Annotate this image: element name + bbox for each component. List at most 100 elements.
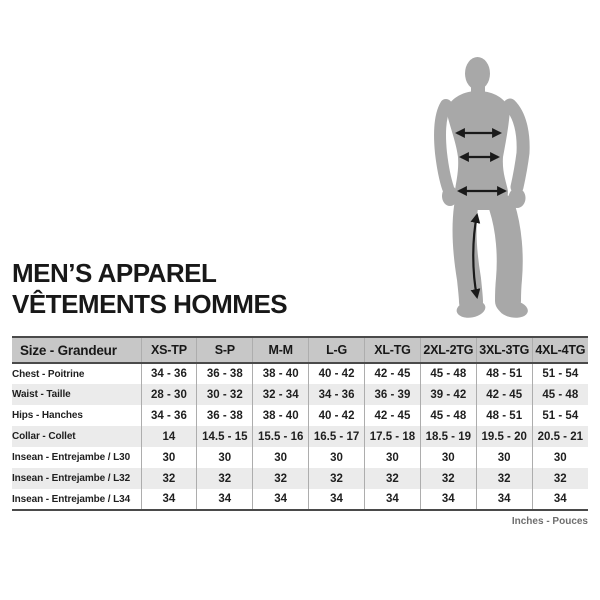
man-silhouette-figure	[430, 57, 532, 319]
table-row: Insean - Entrejambe / L34 34 34 34 34 34 34 34 3…	[12, 489, 588, 510]
size-cell: 38 - 40	[252, 405, 309, 426]
size-cell: 45 - 48	[419, 405, 477, 426]
size-cell: 32	[196, 468, 253, 489]
size-cell: 14	[140, 426, 197, 447]
size-cell: 34 - 36	[140, 405, 197, 426]
size-cell: 18.5 - 19	[419, 426, 477, 447]
table-row: Hips - Hanches 34 - 36 36 - 38 38 - 40 40 - …	[12, 405, 588, 426]
size-cell: 51 - 54	[531, 363, 588, 384]
units-note: Inches - Pouces	[511, 516, 588, 527]
row-label: Insean - Entrejambe / L32	[12, 473, 131, 484]
row-label: Hips - Hanches	[12, 410, 83, 421]
size-cell: 40 - 42	[308, 363, 365, 384]
size-cell: 34	[252, 489, 309, 510]
size-cell: 42 - 45	[475, 384, 533, 405]
size-cell: 32	[364, 468, 421, 489]
size-column-header: XS-TP	[140, 337, 197, 364]
size-cell: 17.5 - 18	[364, 426, 421, 447]
size-cell: 36 - 39	[364, 384, 421, 405]
right-leg-shape	[489, 194, 523, 314]
size-cell: 39 - 42	[419, 384, 477, 405]
size-cell: 48 - 51	[475, 363, 533, 384]
left-arm-shape	[434, 99, 454, 194]
inseam-measure-arrow	[470, 213, 481, 299]
row-label: Insean - Entrejambe / L34	[12, 493, 131, 505]
size-cell: 30	[140, 447, 197, 468]
body-silhouette	[434, 57, 530, 318]
size-cell: 34	[140, 489, 197, 510]
size-table: Size - Grandeur XS-TP S-P M-M L-G XL-TG …	[12, 336, 588, 511]
size-cell: 30 - 32	[196, 384, 253, 405]
head-shape	[465, 57, 490, 90]
size-cell: 28 - 30	[140, 384, 197, 405]
size-cell: 30	[364, 447, 421, 468]
left-leg-shape	[452, 195, 483, 314]
size-cell: 30	[252, 447, 309, 468]
table-row: Insean - Entrejambe / L32 32 32 32 32 32 32 32 3…	[12, 468, 588, 489]
table-row: Chest - Poitrine 34 - 36 36 - 38 38 - 40 40 …	[12, 363, 588, 384]
page-title-fr: VÊTEMENTS HOMMES	[12, 289, 288, 319]
size-table-body: Chest - Poitrine 34 - 36 36 - 38 38 - 40 40 …	[12, 363, 588, 510]
size-cell: 45 - 48	[531, 384, 588, 405]
right-arm-shape	[503, 98, 530, 194]
row-label: Waist - Taille	[12, 389, 71, 400]
size-cell: 42 - 45	[364, 363, 421, 384]
size-cell: 20.5 - 21	[531, 426, 588, 447]
size-cell: 32	[252, 468, 309, 489]
measurement-arrows	[455, 128, 507, 299]
man-silhouette-svg	[434, 57, 530, 318]
row-label: Insean - Entrejambe / L30	[12, 452, 131, 463]
row-label: Collar - Collet	[12, 431, 76, 442]
size-column-header: S-P	[196, 337, 253, 364]
size-cell: 34	[364, 489, 421, 510]
size-cell: 34 - 36	[140, 363, 197, 384]
size-cell: 51 - 54	[531, 405, 588, 426]
size-column-header: 4XL-4TG	[531, 337, 588, 364]
size-cell: 32	[308, 468, 365, 489]
size-cell: 42 - 45	[364, 405, 421, 426]
size-cell: 34 - 36	[308, 384, 365, 405]
size-column-header: XL-TG	[364, 337, 421, 364]
size-cell: 16.5 - 17	[308, 426, 365, 447]
size-cell: 45 - 48	[419, 363, 477, 384]
size-cell: 34	[196, 489, 253, 510]
size-cell: 34	[531, 489, 588, 510]
size-cell: 30	[308, 447, 365, 468]
table-row: Waist - Taille 28 - 30 30 - 32 32 - 34 34 - …	[12, 384, 588, 405]
size-cell: 14.5 - 15	[196, 426, 253, 447]
right-foot-shape	[498, 300, 528, 318]
size-cell: 30	[419, 447, 477, 468]
left-foot-shape	[456, 300, 486, 318]
size-cell: 34	[419, 489, 477, 510]
size-cell: 32	[419, 468, 477, 489]
page-title-en: MEN’S APPAREL	[12, 258, 217, 288]
row-label: Chest - Poitrine	[12, 368, 85, 380]
size-cell: 19.5 - 20	[475, 426, 533, 447]
size-cell: 30	[531, 447, 588, 468]
torso-shape	[446, 91, 510, 210]
size-column-header: 3XL-3TG	[475, 337, 533, 364]
size-cell: 34	[475, 489, 533, 510]
size-cell: 30	[475, 447, 533, 468]
size-cell: 34	[308, 489, 365, 510]
page-title: MEN’S APPAREL VÊTEMENTS HOMMES	[12, 258, 288, 320]
size-cell: 32 - 34	[252, 384, 309, 405]
table-row: Insean - Entrejambe / L30 30 30 30 30 30 30 30 3…	[12, 447, 588, 468]
size-column-header: M-M	[252, 337, 309, 364]
size-cell: 30	[196, 447, 253, 468]
header-row: Size - Grandeur XS-TP S-P M-M L-G XL-TG …	[12, 337, 588, 364]
left-hand-shape	[442, 186, 458, 206]
size-cell: 40 - 42	[308, 405, 365, 426]
size-cell: 32	[140, 468, 197, 489]
table-row: Collar - Collet 14 14.5 - 15 15.5 - 16 16.5 …	[12, 426, 588, 447]
size-table-header: Size - Grandeur XS-TP S-P M-M L-G XL-TG …	[12, 337, 588, 364]
size-cell: 32	[475, 468, 533, 489]
size-cell: 36 - 38	[196, 363, 253, 384]
size-column-header: Size - Grandeur	[12, 337, 141, 364]
size-cell: 36 - 38	[196, 405, 253, 426]
size-cell: 38 - 40	[252, 363, 309, 384]
size-cell: 32	[531, 468, 588, 489]
size-cell: 48 - 51	[475, 405, 533, 426]
size-cell: 15.5 - 16	[252, 426, 309, 447]
